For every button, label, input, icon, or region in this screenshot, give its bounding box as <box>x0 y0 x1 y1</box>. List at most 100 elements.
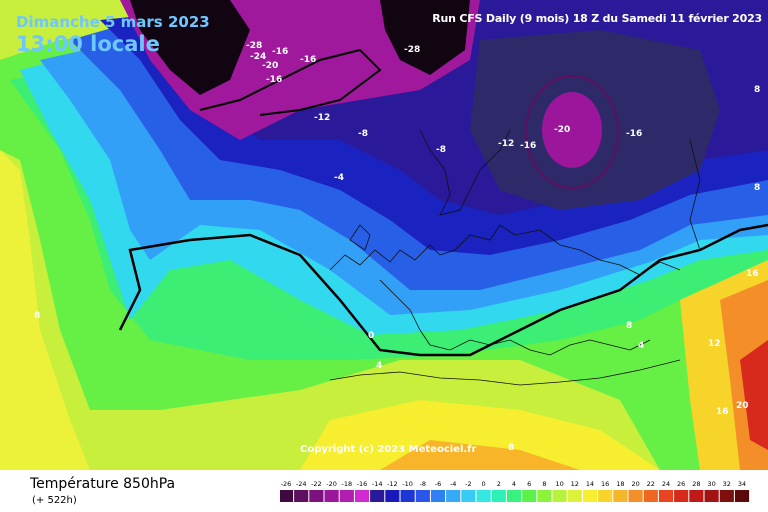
legend-swatch <box>506 490 522 502</box>
contour-label: 4 <box>638 341 644 351</box>
legend-swatch <box>598 490 613 502</box>
legend-tick-label: -24 <box>296 480 307 488</box>
contour-label: -16 <box>266 75 282 85</box>
legend-tick-label: -22 <box>311 480 322 488</box>
legend-swatch <box>476 490 491 502</box>
legend-swatch <box>689 490 704 502</box>
legend-tick-label: 32 <box>723 480 731 488</box>
contour-label: 8 <box>754 85 760 95</box>
temperature-map: -28 -24 -20 -16 -16 -16 -12 -8 -4 -8 -12… <box>0 0 768 470</box>
zone-minus20-blob <box>542 92 602 168</box>
contour-label: 4 <box>376 361 382 371</box>
legend-tick-label: -16 <box>357 480 368 488</box>
legend-tick-label: -2 <box>465 480 471 488</box>
legend-swatch <box>537 490 552 502</box>
zone-polar-black <box>130 0 250 95</box>
contour-label: -8 <box>436 145 446 155</box>
legend-tick-label: 20 <box>631 480 639 488</box>
legend-swatch <box>658 490 674 502</box>
legend-tick-label: 10 <box>555 480 563 488</box>
legend-swatch <box>370 490 385 502</box>
legend-swatch <box>552 490 567 502</box>
legend-tick-label: 4 <box>512 480 516 488</box>
legend-tick-label: 34 <box>738 480 746 488</box>
contour-label: 8 <box>754 183 760 193</box>
variable-title: Température 850hPa <box>30 476 176 492</box>
legend-swatch <box>734 490 750 502</box>
legend-swatch <box>294 490 309 502</box>
run-info: Run CFS Daily (9 mois) 18 Z du Samedi 11… <box>432 12 762 25</box>
legend-swatch <box>339 490 354 502</box>
legend-swatch <box>613 490 628 502</box>
legend-swatch <box>704 490 719 502</box>
legend-tick-label: 18 <box>616 480 624 488</box>
minus16-isotherm <box>199 48 382 116</box>
contour-label: 8 <box>508 443 514 453</box>
legend-tick-label: 6 <box>527 480 531 488</box>
legend-tick-label: 12 <box>571 480 579 488</box>
zero-isotherm <box>118 223 768 357</box>
contour-label: 16 <box>746 269 759 279</box>
zone-polar-black-2 <box>380 0 470 75</box>
contour-label: -28 <box>404 45 420 55</box>
legend-swatch <box>415 490 430 502</box>
legend-swatch <box>461 490 476 502</box>
legend-tick-label: -12 <box>387 480 398 488</box>
color-legend: -26 -24 -22 -20 -18 -16 -14 -12 -10 -8 -6 -4 -2 0 2 4 6 8… <box>280 480 750 502</box>
legend-tick-label: -20 <box>326 480 337 488</box>
copyright-notice: Copyright (c) 2023 Meteociel.fr <box>300 444 477 455</box>
legend-tick-label: -4 <box>450 480 456 488</box>
contour-label: 8 <box>34 311 40 321</box>
zone-yellow-west <box>0 150 90 470</box>
contour-label: -16 <box>626 129 642 139</box>
legend-tick-label: -6 <box>435 480 441 488</box>
contour-label: -12 <box>498 139 514 149</box>
contour-label: -20 <box>554 125 570 135</box>
contour-label: -20 <box>262 61 278 71</box>
legend-tick-label: 14 <box>586 480 594 488</box>
legend-tick-label: -10 <box>402 480 413 488</box>
legend-tick-label: 8 <box>542 480 546 488</box>
legend-tick-label: 24 <box>662 480 670 488</box>
contour-labels: -28 -24 -20 -16 -16 -16 -12 -8 -4 -8 -12… <box>34 41 760 453</box>
legend-swatch <box>324 490 339 502</box>
coastlines <box>329 129 701 386</box>
legend-tick-label: -14 <box>372 480 383 488</box>
contour-label: -4 <box>334 173 344 183</box>
lead-time: (+ 522h) <box>32 495 77 506</box>
footer: Température 850hPa (+ 522h) -26 -24 -22 -20… <box>0 470 768 512</box>
legend-swatch <box>522 490 537 502</box>
contour-label: -8 <box>358 129 368 139</box>
forecast-date: Dimanche 5 mars 2023 <box>16 13 210 31</box>
contour-label: 12 <box>708 339 721 349</box>
contour-label: -16 <box>520 141 536 151</box>
legend-swatch <box>491 490 506 502</box>
legend-swatch <box>430 490 446 502</box>
legend-swatch <box>400 490 415 502</box>
legend-tick-label: 28 <box>692 480 700 488</box>
legend-tick-label: 26 <box>677 480 685 488</box>
legend-swatch <box>582 490 598 502</box>
contour-label: -12 <box>314 113 330 123</box>
zone-minus16-ring <box>525 75 619 189</box>
contour-label: 20 <box>736 401 749 411</box>
legend-swatch <box>674 490 689 502</box>
contour-label: -16 <box>272 47 288 57</box>
legend-swatch <box>567 490 582 502</box>
legend-swatch <box>628 490 643 502</box>
legend-tick-label: -26 <box>281 480 292 488</box>
zone-yellow-south <box>300 400 660 470</box>
legend-swatch <box>280 490 294 502</box>
legend-tick-label: 30 <box>707 480 715 488</box>
contour-label: 8 <box>626 321 632 331</box>
legend-swatch <box>385 490 400 502</box>
contour-label: 16 <box>716 407 729 417</box>
legend-swatch <box>643 490 658 502</box>
contour-label: 0 <box>368 331 374 341</box>
legend-swatch <box>719 490 734 502</box>
zone-red-east <box>740 340 768 450</box>
contour-label: -16 <box>300 55 316 65</box>
zone-orange-south <box>380 440 580 470</box>
legend-tick-label: -18 <box>341 480 352 488</box>
